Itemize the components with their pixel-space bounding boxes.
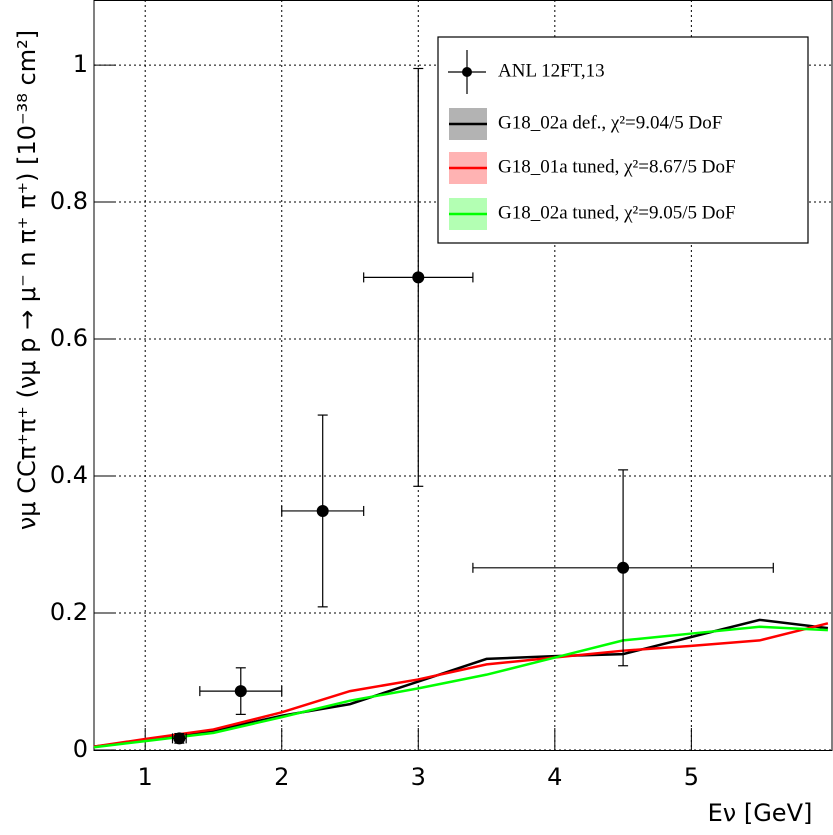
data-point (316, 504, 329, 517)
y-tick-label: 0.2 (50, 598, 88, 626)
series-line (93, 625, 828, 749)
y-tick-label: 1 (73, 50, 88, 78)
data-point (412, 271, 425, 284)
legend-box (437, 36, 809, 244)
x-tick-label: 2 (274, 763, 289, 791)
x-tick-label: 4 (547, 763, 562, 791)
legend-marker (462, 67, 472, 77)
legend-label: G18_02a tuned, χ²=9.05/5 DoF (498, 202, 736, 223)
y-axis-label: νμ CCπ⁺π⁺ (νμ p → μ⁻ n π⁺ π⁺) [10⁻³⁸ cm²… (13, 30, 41, 530)
data-point (234, 685, 247, 698)
legend-label: ANL 12FT,13 (498, 60, 605, 81)
y-tick-label: 0.8 (50, 187, 88, 215)
y-tick-label: 0.4 (50, 461, 88, 489)
series-line (93, 618, 829, 748)
data-point (617, 561, 630, 574)
plot-frame (93, 0, 833, 751)
legend-label: G18_02a def., χ²=9.04/5 DoF (498, 112, 722, 133)
x-tick-label: 1 (138, 763, 153, 791)
y-tick-label: 0 (73, 735, 88, 763)
y-tick-label: 0.6 (50, 324, 88, 352)
x-tick-label: 3 (411, 763, 426, 791)
legend-label: G18_01a tuned, χ²=8.67/5 DoF (498, 156, 736, 177)
data-point (173, 732, 186, 745)
series-line (93, 622, 829, 748)
x-tick-label: 5 (684, 763, 699, 791)
x-axis-label: Eν [GeV] (708, 799, 813, 827)
